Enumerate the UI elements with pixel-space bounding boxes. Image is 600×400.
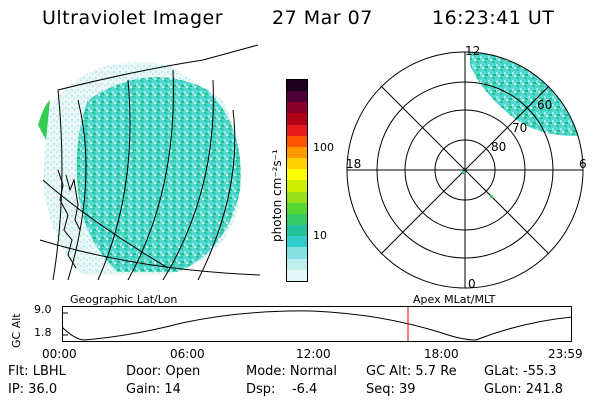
strip-right-caption: Apex MLat/MLT [413,293,496,306]
info-gain: Gain: 14 [126,382,181,397]
colorbar-segment [287,180,307,192]
ring-label-60: 60 [537,98,553,112]
instrument-title: Ultraviolet Imager [42,7,224,29]
date-label: 27 Mar 07 [272,7,373,29]
colorbar-segment [287,225,307,237]
info-glon: GLon: 241.8 [484,382,564,397]
geographic-image [38,44,260,280]
info-flt: Flt: LBHL [8,364,66,379]
info-gcalt: GC Alt: 5.7 Re [366,364,457,379]
strip-ylabel: GC Alt [10,313,23,348]
colorbar-segment [287,191,307,203]
info-ip: IP: 36.0 [8,382,58,397]
info-seq: Seq: 39 [366,382,416,397]
colorbar-segment [287,135,307,147]
colorbar-tick-100: 100 [313,141,334,154]
colorbar-segment [287,169,307,181]
colorbar-segment [287,158,307,170]
colorbar-segment [287,113,307,125]
colorbar-segment [287,236,307,248]
colorbar-segment [287,91,307,103]
clock-label-0: 0 [468,277,476,291]
info-mode: Mode: Normal [246,364,337,379]
colorbar-segment [287,202,307,214]
info-glat: GLat: -55.3 [484,364,557,379]
info-door: Door: Open [126,364,201,379]
strip-xtick-4: 23:59 [548,347,583,361]
colorbar-segment [287,213,307,226]
colorbar-segment [287,102,307,114]
altitude-strip-plot [62,306,572,342]
colorbar-segment [287,124,307,136]
clock-label-12: 12 [465,44,481,58]
colorbar-segment [287,79,307,92]
strip-left-caption: Geographic Lat/Lon [70,293,178,306]
ring-label-70: 70 [512,121,528,135]
colorbar-segment [287,146,307,159]
colorbar-label: photon cm⁻²s⁻¹ [270,149,284,242]
colorbar [286,79,308,282]
colorbar-tick-10: 10 [313,229,327,242]
ring-label-80: 80 [491,140,507,154]
strip-ytick-top: 9.0 [34,303,52,316]
clock-label-18: 18 [346,157,362,171]
colorbar-segment [287,247,307,259]
strip-xtick-0: 00:00 [42,347,77,361]
info-dsp: Dsp: -6.4 [246,382,318,397]
colorbar-segment [287,258,307,270]
strip-xtick-3: 18:00 [424,347,459,361]
strip-xtick-2: 12:00 [296,347,331,361]
strip-xtick-1: 06:00 [170,347,205,361]
strip-ytick-bottom: 1.8 [34,326,52,339]
polar-plot [346,51,584,289]
colorbar-segment [287,269,307,281]
clock-label-6: 6 [579,157,587,171]
time-label: 16:23:41 UT [432,7,555,29]
